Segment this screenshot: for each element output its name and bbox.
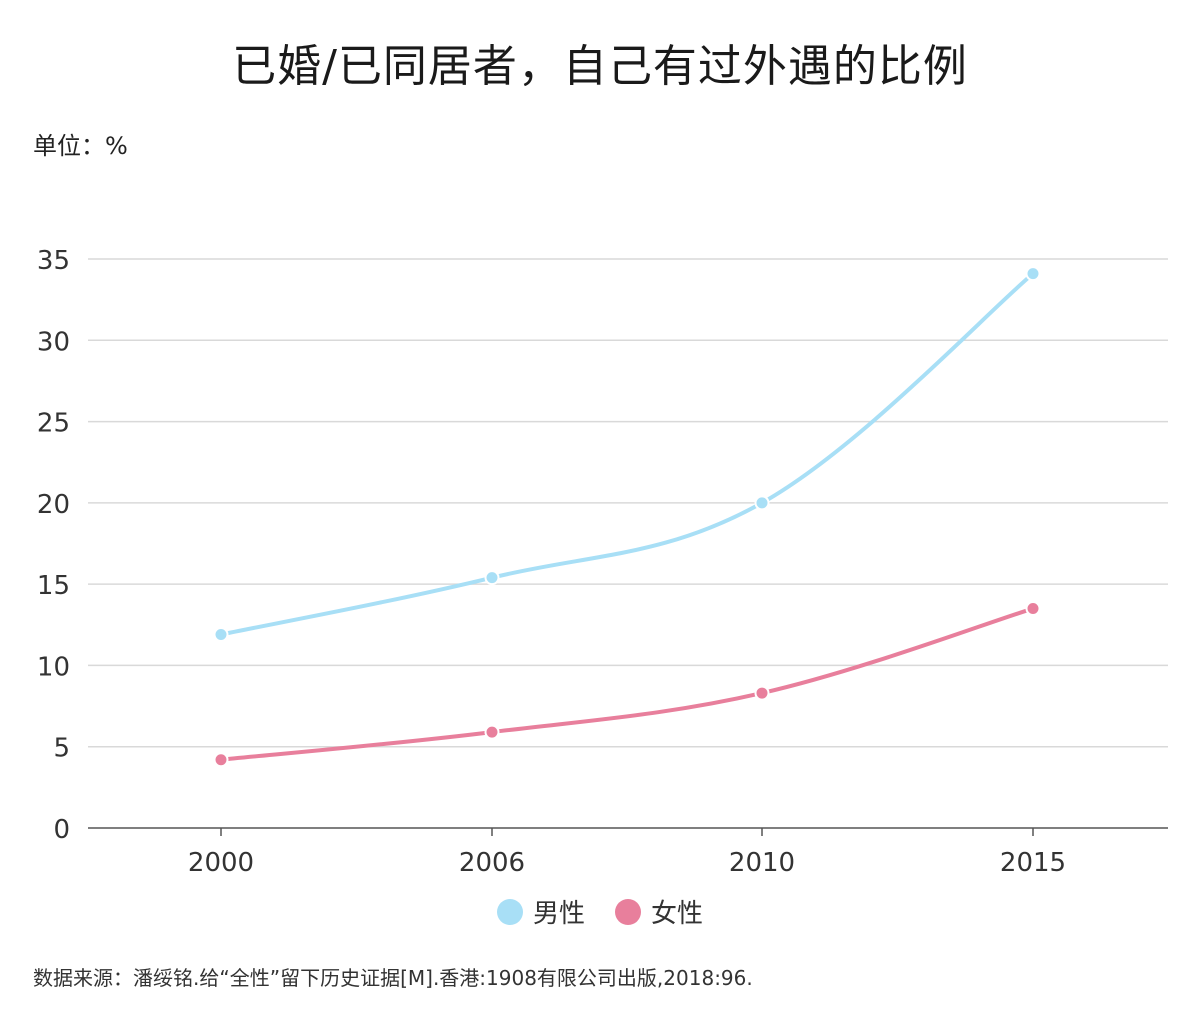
y-tick-label: 20 (37, 490, 70, 520)
y-tick-label: 35 (37, 246, 70, 276)
y-tick-label: 25 (37, 409, 70, 439)
data-point (213, 627, 229, 643)
series-0 (213, 266, 1041, 643)
y-tick-label: 5 (53, 734, 70, 764)
legend-swatch (496, 898, 523, 925)
source-note: 数据来源：潘绥铭.给“全性”留下历史证据[M].香港:1908有限公司出版,20… (33, 966, 753, 990)
data-point (213, 752, 229, 768)
data-point (754, 685, 770, 701)
legend-item: 女性 (615, 893, 703, 930)
data-point (1025, 266, 1041, 282)
series-line (219, 606, 1035, 762)
axes: 0 5 10 15 20 25 30 35 2000 2006 2010 2015 (37, 246, 1168, 878)
y-tick-label: 0 (53, 815, 70, 845)
data-point (484, 724, 500, 740)
x-tick-label: 2000 (188, 848, 254, 878)
series-line (219, 271, 1035, 637)
data-point (1025, 601, 1041, 617)
legend-label: 男性 (532, 899, 585, 929)
unit-label: 单位：% (33, 132, 128, 160)
data-point (754, 495, 770, 511)
legend: 男性 女性 (0, 893, 1200, 930)
y-tick-label: 30 (37, 327, 70, 357)
legend-label: 女性 (651, 899, 704, 929)
legend-item: 男性 (496, 893, 585, 930)
grid-lines (88, 258, 1168, 748)
x-tick-label: 2006 (459, 848, 525, 878)
y-tick-label: 15 (37, 571, 70, 601)
legend-swatch (615, 898, 641, 925)
series-1 (213, 601, 1041, 768)
data-point (484, 570, 500, 586)
x-tick-label: 2015 (1000, 848, 1066, 878)
chart-title: 已婚/已同居者，自己有过外遇的比例 (232, 41, 968, 92)
series-lines (213, 266, 1041, 768)
y-tick-label: 10 (37, 652, 70, 682)
x-tick-label: 2010 (729, 848, 795, 878)
